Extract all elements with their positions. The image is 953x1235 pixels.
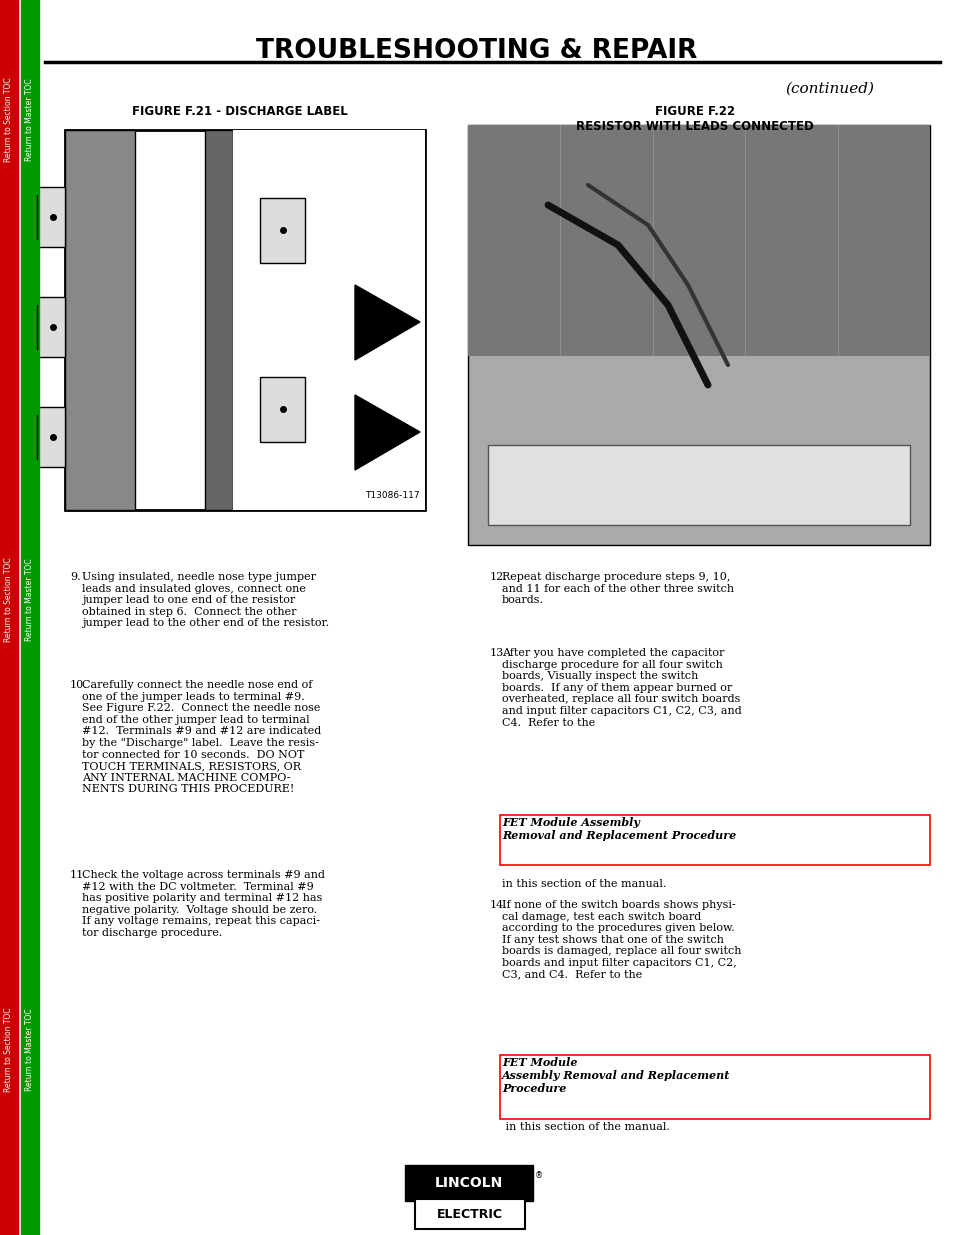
Bar [488, 445, 909, 525]
Bar [468, 125, 929, 545]
Text: TROUBLESHOOTING & REPAIR: TROUBLESHOOTING & REPAIR [256, 38, 697, 64]
Text: Carefully connect the needle nose end of
one of the jumper leads to terminal #9.: Carefully connect the needle nose end of… [82, 680, 321, 794]
Text: Return to Master TOC: Return to Master TOC [26, 79, 34, 162]
Text: Return to Master TOC: Return to Master TOC [26, 1009, 34, 1092]
Text: Return to Section TOC: Return to Section TOC [5, 78, 13, 162]
Text: 12.: 12. [490, 572, 507, 582]
Text: Using insulated, needle nose type jumper
leads and insulated gloves, connect one: Using insulated, needle nose type jumper… [82, 572, 329, 629]
Text: FET Module
Assembly Removal and Replacement
Procedure: FET Module Assembly Removal and Replacem… [501, 1057, 730, 1094]
Bar [65, 130, 424, 510]
Bar [499, 815, 929, 864]
Bar [205, 130, 233, 510]
Bar [260, 199, 305, 263]
Bar [468, 125, 929, 356]
Bar [499, 1055, 929, 1119]
Text: FET Module Assembly
Removal and Replacement Procedure: FET Module Assembly Removal and Replacem… [501, 818, 736, 841]
Text: Return to Master TOC: Return to Master TOC [26, 558, 34, 641]
Text: 11.: 11. [70, 869, 88, 881]
Bar [65, 130, 135, 510]
Text: Repeat discharge procedure steps 9, 10,
and 11 for each of the other three switc: Repeat discharge procedure steps 9, 10, … [501, 572, 734, 605]
Text: T13086-117: T13086-117 [365, 492, 419, 500]
Text: Return to Section TOC: Return to Section TOC [5, 558, 13, 642]
Bar [27, 186, 65, 247]
Bar [21, 0, 39, 1235]
Text: LINCOLN: LINCOLN [435, 1176, 502, 1191]
Text: Check the voltage across terminals #9 and
#12 with the DC voltmeter.  Terminal #: Check the voltage across terminals #9 an… [82, 869, 325, 939]
Bar [233, 130, 424, 510]
Bar [405, 1165, 533, 1200]
Text: FIGURE F.21 - DISCHARGE LABEL: FIGURE F.21 - DISCHARGE LABEL [132, 105, 348, 119]
Text: ELECTRIC: ELECTRIC [436, 1208, 502, 1220]
Bar [0, 0, 18, 1235]
Text: 10.: 10. [70, 680, 88, 690]
Polygon shape [355, 285, 419, 359]
Text: 9.: 9. [70, 572, 81, 582]
Bar [260, 377, 305, 442]
Text: ®: ® [535, 1171, 542, 1179]
Bar [27, 408, 65, 467]
Text: 13.: 13. [490, 648, 507, 658]
Text: After you have completed the capacitor
discharge procedure for all four switch
b: After you have completed the capacitor d… [501, 648, 741, 727]
Text: in this section of the manual.: in this section of the manual. [501, 1123, 669, 1132]
Text: (continued): (continued) [784, 82, 874, 96]
Polygon shape [355, 395, 419, 471]
Text: in this section of the manual.: in this section of the manual. [501, 867, 666, 889]
Bar [27, 298, 65, 357]
Text: Return to Section TOC: Return to Section TOC [5, 1008, 13, 1092]
Text: If none of the switch boards shows physi-
cal damage, test each switch board
acc: If none of the switch boards shows physi… [501, 900, 740, 979]
Bar [415, 1199, 524, 1229]
Text: FIGURE F.22
RESISTOR WITH LEADS CONNECTED: FIGURE F.22 RESISTOR WITH LEADS CONNECTE… [576, 105, 813, 133]
Text: 14.: 14. [490, 900, 507, 910]
